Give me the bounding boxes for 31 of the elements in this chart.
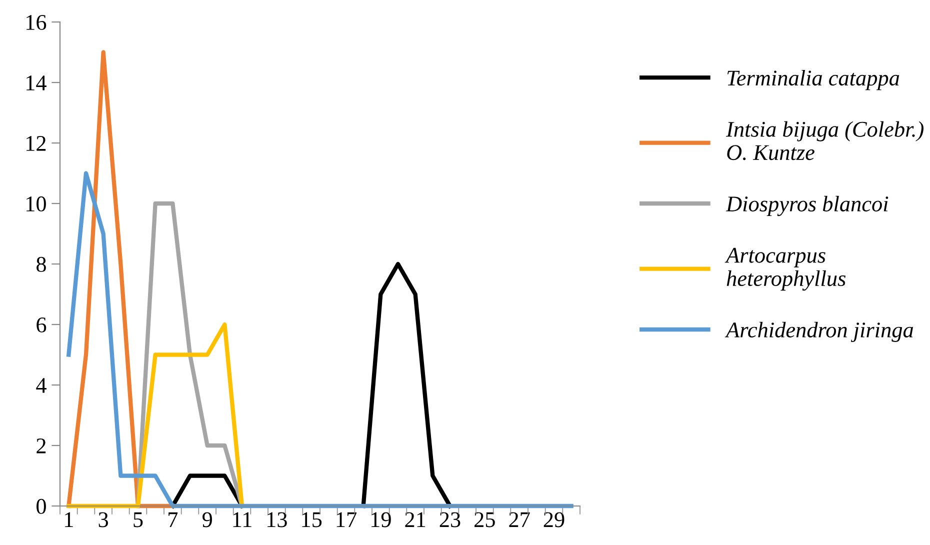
legend-label: Terminalia catappa bbox=[728, 70, 900, 90]
x-tick-label: 23 bbox=[440, 512, 460, 528]
y-tick-label: 2 bbox=[36, 438, 46, 454]
x-tick-label: 21 bbox=[405, 512, 426, 527]
x-tick-label: 5 bbox=[134, 512, 143, 528]
x-tick-label: 13 bbox=[268, 512, 287, 528]
line-series bbox=[136, 201, 244, 508]
y-tick-label: 10 bbox=[26, 196, 46, 212]
x-tick-label: 25 bbox=[474, 512, 495, 528]
line-series bbox=[66, 171, 574, 508]
x-tick-label: 11 bbox=[233, 512, 252, 527]
y-tick-label: 4 bbox=[36, 378, 46, 393]
x-tick-label: 1 bbox=[65, 512, 73, 527]
x-tick-label: 29 bbox=[544, 512, 564, 528]
y-tick-label: 14 bbox=[26, 76, 46, 90]
y-tick-label: 16 bbox=[26, 14, 46, 30]
y-tick-label: 12 bbox=[26, 136, 46, 151]
x-tick-label: 3 bbox=[98, 512, 108, 528]
x-tick-label: 7 bbox=[168, 512, 178, 527]
x-tick-label: 15 bbox=[302, 512, 322, 528]
x-tick-label: 17 bbox=[336, 512, 356, 527]
legend-label: Diospyros blancoi bbox=[726, 196, 888, 216]
legend-label: Intsia bijuga (Colebr.) O. Kuntze bbox=[726, 121, 924, 160]
legend-label: Archidendron jiringa bbox=[724, 322, 914, 342]
y-tick-label: 6 bbox=[36, 317, 46, 332]
y-tick-label: 8 bbox=[36, 256, 46, 272]
x-tick-label: 19 bbox=[372, 512, 391, 528]
x-tick-label: 9 bbox=[202, 512, 212, 528]
x-tick-label: 27 bbox=[509, 512, 530, 527]
legend-label: Artocarpus heterophyllus bbox=[724, 248, 846, 291]
y-tick-label: 0 bbox=[36, 498, 46, 514]
